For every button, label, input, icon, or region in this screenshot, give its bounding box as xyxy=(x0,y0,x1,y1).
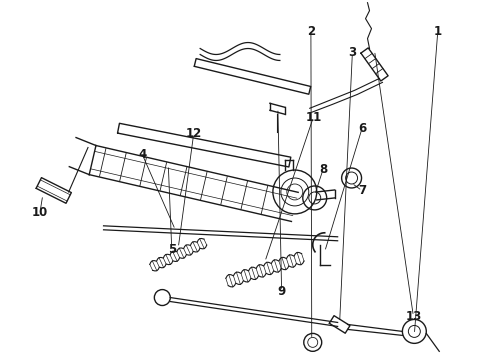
Text: 1: 1 xyxy=(434,25,442,38)
Text: 5: 5 xyxy=(168,243,176,256)
Text: 2: 2 xyxy=(307,25,315,38)
Text: 10: 10 xyxy=(32,206,48,219)
Text: 12: 12 xyxy=(186,127,202,140)
Text: 9: 9 xyxy=(277,285,286,298)
Text: 3: 3 xyxy=(348,46,356,59)
Text: 13: 13 xyxy=(405,310,421,323)
Text: 7: 7 xyxy=(358,184,366,197)
Text: 4: 4 xyxy=(138,148,147,161)
Text: 8: 8 xyxy=(319,163,327,176)
Text: 6: 6 xyxy=(358,122,366,135)
Text: 11: 11 xyxy=(305,111,321,124)
